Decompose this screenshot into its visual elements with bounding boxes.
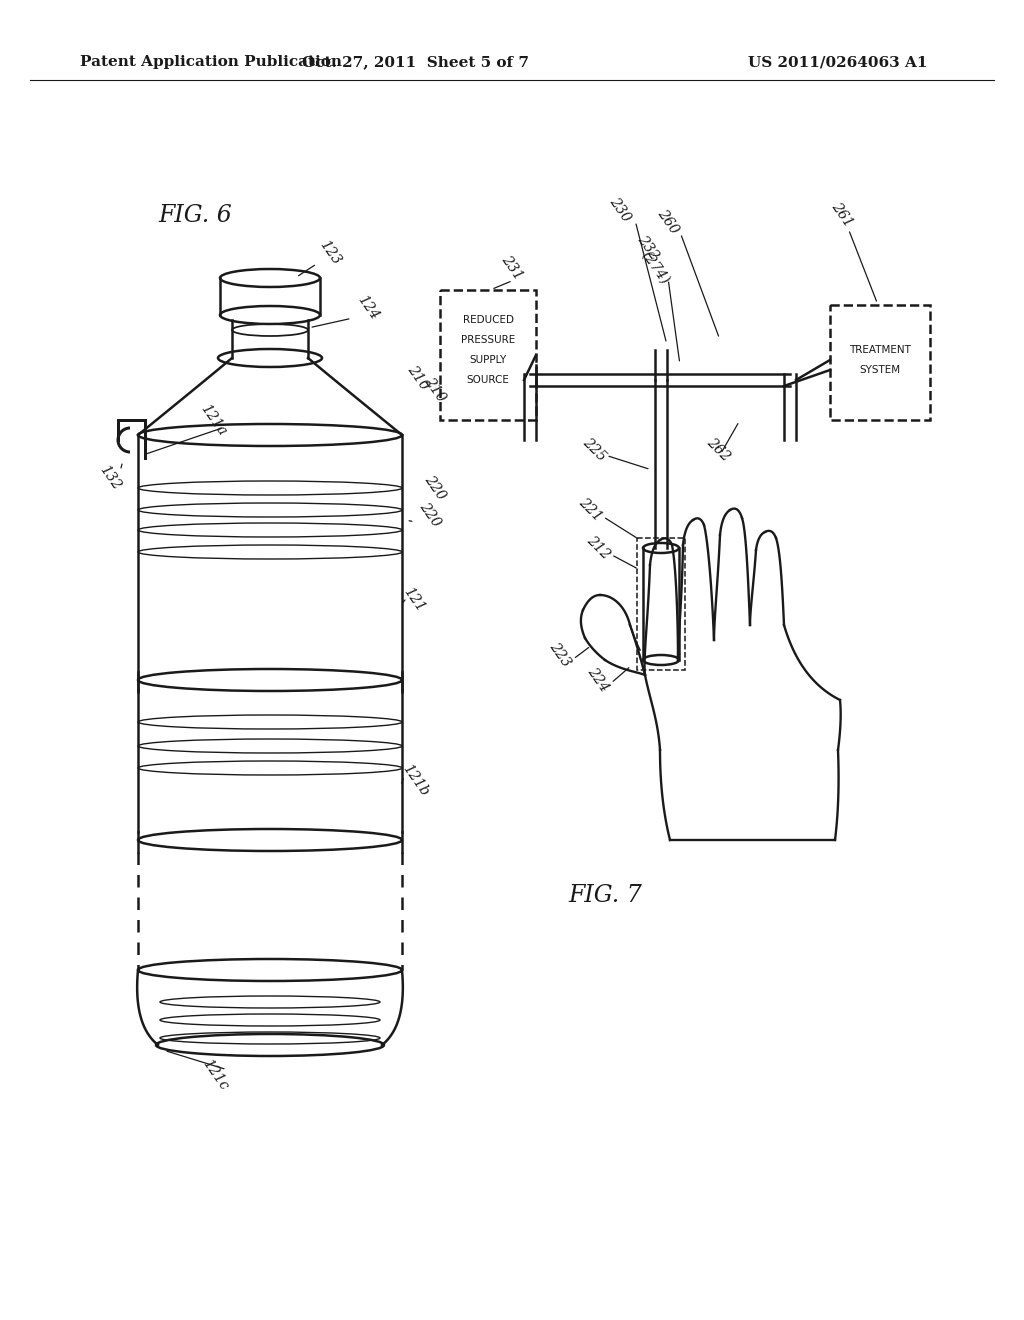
Text: 261: 261 xyxy=(828,201,855,230)
Text: 220: 220 xyxy=(422,473,449,503)
Ellipse shape xyxy=(643,655,679,665)
Text: TREATMENT: TREATMENT xyxy=(849,345,911,355)
Text: 223: 223 xyxy=(547,640,573,671)
Text: 132: 132 xyxy=(96,463,123,492)
Text: 232: 232 xyxy=(635,234,662,263)
Text: 210: 210 xyxy=(422,375,449,405)
Text: 224: 224 xyxy=(585,665,611,694)
Text: Patent Application Publication: Patent Application Publication xyxy=(80,55,342,69)
Text: 220: 220 xyxy=(417,500,443,529)
Text: FIG. 7: FIG. 7 xyxy=(568,883,642,907)
Text: 121a: 121a xyxy=(198,401,228,438)
Text: SUPPLY: SUPPLY xyxy=(469,355,507,366)
Text: (274): (274) xyxy=(639,248,672,288)
Text: 230: 230 xyxy=(606,195,634,224)
Text: Oct. 27, 2011  Sheet 5 of 7: Oct. 27, 2011 Sheet 5 of 7 xyxy=(301,55,528,69)
Text: 212: 212 xyxy=(584,533,612,562)
Text: 260: 260 xyxy=(654,207,681,236)
Ellipse shape xyxy=(643,543,679,553)
Text: SYSTEM: SYSTEM xyxy=(859,366,900,375)
Text: PRESSURE: PRESSURE xyxy=(461,335,515,345)
Text: FIG. 6: FIG. 6 xyxy=(158,203,231,227)
Text: 210: 210 xyxy=(404,363,431,393)
Text: 231: 231 xyxy=(499,253,525,282)
Text: 225: 225 xyxy=(580,436,608,465)
Text: 121b: 121b xyxy=(399,762,431,799)
Text: 262: 262 xyxy=(703,436,732,465)
Text: SOURCE: SOURCE xyxy=(467,375,509,385)
Text: 123: 123 xyxy=(316,238,343,268)
Text: REDUCED: REDUCED xyxy=(463,315,513,325)
Text: 121: 121 xyxy=(400,585,427,615)
Text: 121c: 121c xyxy=(200,1057,230,1093)
Text: 124: 124 xyxy=(354,293,381,323)
Text: 221: 221 xyxy=(575,495,604,524)
Text: US 2011/0264063 A1: US 2011/0264063 A1 xyxy=(748,55,928,69)
